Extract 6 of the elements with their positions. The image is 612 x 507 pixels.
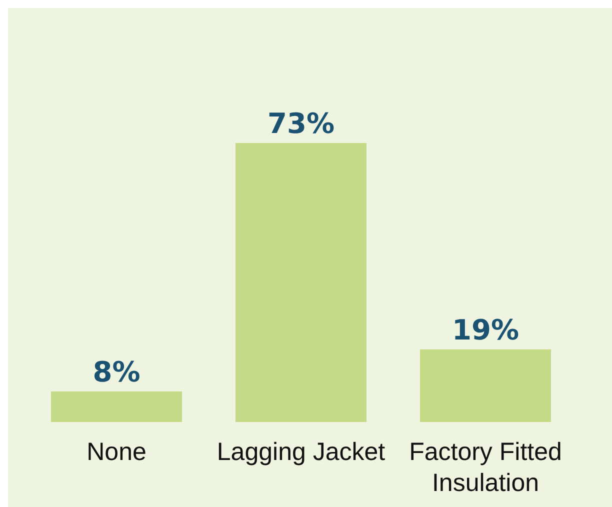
x-tick-label: Factory Fitted Insulation	[409, 438, 562, 497]
x-tick-label: None	[86, 438, 146, 466]
data-label: 8%	[92, 355, 140, 388]
data-label: 19%	[452, 313, 520, 346]
x-tick-label: Lagging Jacket	[216, 438, 386, 466]
data-label: 73%	[267, 107, 335, 140]
